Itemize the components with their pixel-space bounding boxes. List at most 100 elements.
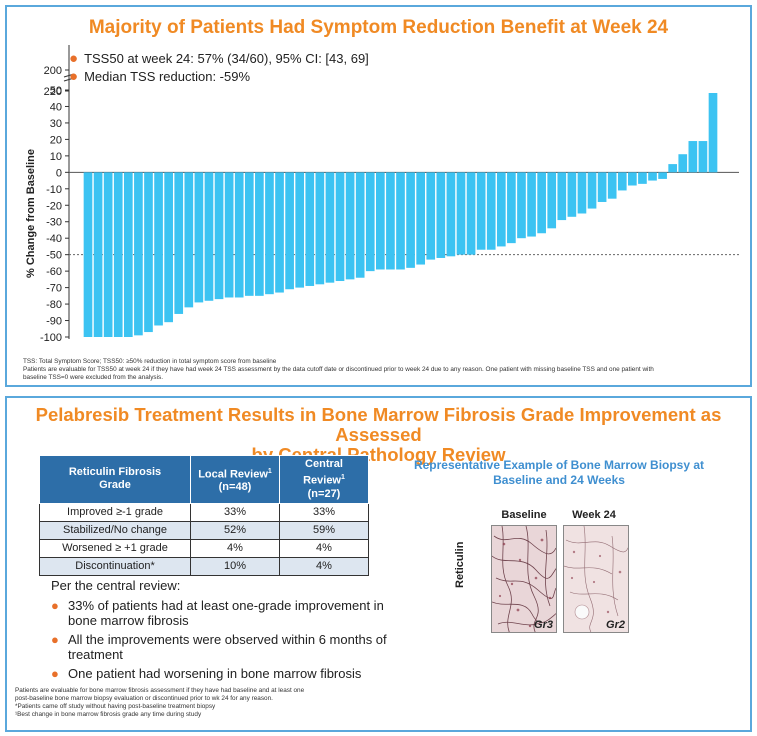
- y-tick-label: -20: [46, 200, 62, 212]
- bar: [93, 172, 103, 337]
- y-tick-label: 0: [56, 167, 62, 179]
- bar: [466, 172, 476, 255]
- week24-label: Week 24: [572, 509, 616, 521]
- y-tick-label: -80: [46, 299, 62, 311]
- bar: [113, 172, 123, 337]
- bar: [496, 172, 506, 247]
- bar: [144, 172, 153, 333]
- bar: [335, 172, 345, 282]
- bar: [184, 172, 194, 308]
- bar: [234, 172, 244, 298]
- baseline-biopsy-image: Gr3: [491, 525, 557, 633]
- y-tick-label: 50: [50, 85, 62, 97]
- y-tick-label: 220: [44, 86, 62, 98]
- fibrosis-results-table: Reticulin Fibrosis Grade Local Review1 (n=…: [39, 455, 369, 576]
- bar: [244, 172, 254, 296]
- list-item: ● All the improvements were observed with…: [51, 632, 387, 662]
- bar: [597, 172, 607, 202]
- week24-biopsy-icon: [564, 526, 628, 632]
- bar: [537, 172, 546, 234]
- bar: [275, 172, 284, 293]
- list-item: ● One patient had worsening in bone marro…: [51, 666, 362, 681]
- list-item: ● 33% of patients had at least one-grade …: [51, 598, 384, 628]
- bar: [436, 172, 446, 258]
- bar: [648, 172, 657, 181]
- bar: [376, 172, 385, 270]
- y-tick-label: -100: [40, 332, 62, 344]
- bar: [164, 172, 173, 323]
- y-tick-label: 200: [44, 65, 62, 77]
- fibrosis-panel: Pelabresib Treatment Results in Bone Mar…: [5, 396, 752, 732]
- bullet-dot-icon: ●: [51, 598, 59, 613]
- bar: [305, 172, 315, 286]
- bar: [476, 172, 486, 250]
- bar: [426, 172, 436, 260]
- bar: [315, 172, 325, 285]
- bar: [486, 172, 496, 250]
- y-tick-label: -30: [46, 217, 62, 229]
- y-tick-label: 10: [50, 151, 62, 163]
- bar: [628, 172, 637, 186]
- legend-item-median: ● Median TSS reduction: -59%: [69, 68, 251, 85]
- bar: [698, 141, 708, 173]
- bar: [224, 172, 234, 298]
- baseline-grade: Gr3: [534, 619, 553, 631]
- y-tick-label: 40: [50, 101, 62, 113]
- week24-biopsy-image: Gr2: [563, 525, 629, 633]
- bullet-dot-icon: ●: [51, 666, 59, 681]
- bar: [517, 172, 526, 239]
- table-row: Improved ≥-1 grade 33% 33%: [39, 502, 369, 522]
- bar: [355, 172, 365, 278]
- bar: [557, 172, 567, 221]
- table-row: Stabilized/No change 52% 59%: [39, 520, 369, 540]
- baseline-label: Baseline: [501, 509, 547, 521]
- y-tick-label: 30: [50, 118, 62, 130]
- bullet-dot-icon: ●: [69, 50, 79, 67]
- legend-item-tss50: ● TSS50 at week 24: 57% (34/60), 95% CI: …: [69, 50, 369, 67]
- week24-grade: Gr2: [606, 619, 625, 631]
- bar: [446, 172, 456, 257]
- baseline-biopsy-icon: [492, 526, 556, 632]
- bar: [83, 172, 93, 337]
- fibrosis-footnotes: Patients are evaluable for bone marrow f…: [15, 687, 305, 718]
- central-review-lead: Per the central review:: [51, 578, 181, 593]
- findings-list: ● 33% of patients had at least one-grade …: [51, 594, 391, 681]
- bar: [567, 172, 577, 217]
- bar: [607, 172, 617, 199]
- bar: [668, 164, 678, 173]
- bar: [386, 172, 395, 270]
- bar: [103, 172, 113, 337]
- reticulin-label: Reticulin: [454, 541, 466, 588]
- bar: [406, 172, 415, 268]
- bar: [285, 172, 294, 290]
- y-tick-label: -70: [46, 283, 62, 295]
- bar: [456, 172, 466, 255]
- y-axis-title: % Change from Baseline: [25, 149, 37, 278]
- bar: [638, 172, 647, 184]
- axis-break-mark: [63, 73, 75, 78]
- bar: [295, 172, 305, 288]
- bar: [345, 172, 355, 280]
- table-row: Worsened ≥ +1 grade 4% 4%: [39, 538, 369, 558]
- bar: [174, 172, 184, 314]
- table-header-row: Reticulin Fibrosis Grade Local Review1 (n=…: [39, 455, 369, 504]
- bar: [396, 172, 405, 270]
- bullet-dot-icon: ●: [69, 68, 79, 85]
- bar: [587, 172, 597, 209]
- bar: [416, 172, 425, 265]
- bar: [617, 172, 627, 191]
- table-row: Discontinuation* 10% 4%: [39, 556, 369, 576]
- bar: [527, 172, 536, 237]
- header-central-review: Central Review1 (n=27): [279, 455, 369, 504]
- bar: [577, 172, 587, 214]
- axis-break-mark: [63, 77, 75, 82]
- bar: [547, 172, 557, 229]
- fibrosis-title: Pelabresib Treatment Results in Bone Mar…: [35, 404, 722, 465]
- chart-title: Majority of Patients Had Symptom Reducti…: [88, 17, 669, 38]
- header-local-review: Local Review1 (n=48): [190, 455, 280, 504]
- waterfall-chart: 220 200 50 40 30 20 10 0 -10 -20 -30 -40 -50 -60 -70 -8…: [25, 45, 739, 344]
- bullet-dot-icon: ●: [51, 632, 59, 647]
- bar: [134, 172, 143, 336]
- header-grade: Reticulin Fibrosis Grade: [39, 455, 191, 504]
- bar: [123, 172, 133, 337]
